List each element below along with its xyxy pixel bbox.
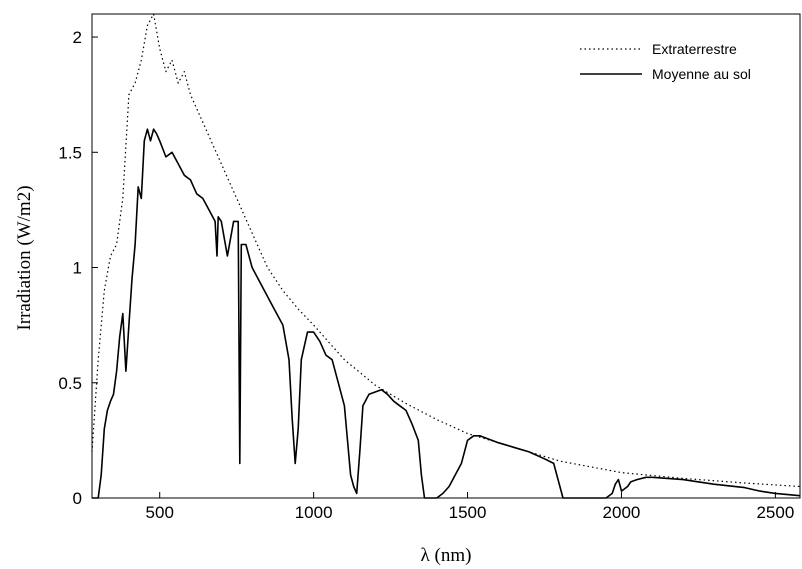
x-axis-label: λ (nm): [421, 545, 472, 566]
x-tick-label: 500: [146, 503, 174, 522]
y-tick-label: 2: [73, 28, 82, 47]
plot-frame: [91, 13, 801, 499]
legend-label-extraterrestre: Extraterrestre: [652, 41, 737, 57]
y-tick-label: 0.5: [58, 374, 82, 393]
x-tick-label: 2000: [603, 503, 641, 522]
y-tick-label: 1: [73, 259, 82, 278]
series-line-extraterrestre: [91, 13, 801, 488]
x-tick-label: 1500: [449, 503, 487, 522]
legend-label-moyenne-au-sol: Moyenne au sol: [652, 66, 751, 82]
x-tick-label: 1000: [295, 503, 333, 522]
series-line-moyenne-au-sol: [92, 128, 801, 499]
legend: Extraterrestre Moyenne au sol: [580, 41, 751, 82]
y-tick-label: 1.5: [58, 143, 82, 162]
y-axis-label: Irradiation (W/m2): [14, 185, 35, 330]
series-layer: [91, 13, 801, 499]
y-tick-label: 0: [73, 489, 82, 508]
x-tick-label: 2500: [756, 503, 794, 522]
x-axis-ticks: 500 1000 1500 2000 2500: [146, 492, 794, 522]
